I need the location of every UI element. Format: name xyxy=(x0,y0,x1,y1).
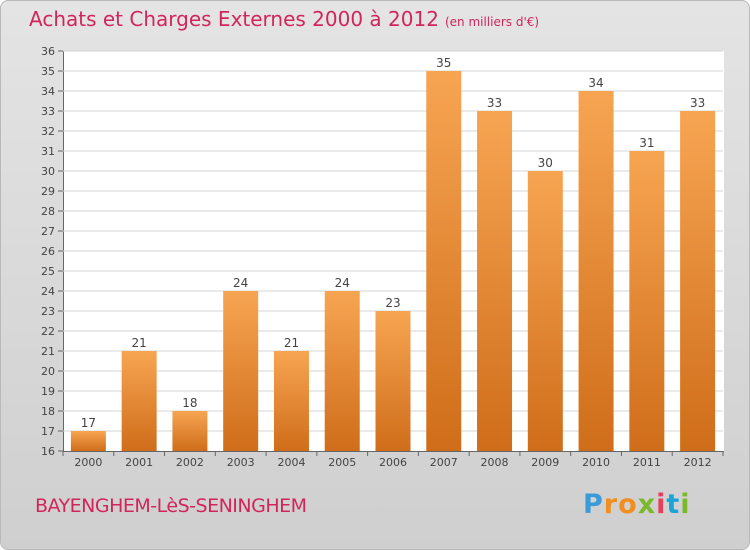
chart-title-text: Achats et Charges Externes 2000 à 2012 xyxy=(29,7,439,31)
bar-2007[interactable] xyxy=(426,71,462,451)
x-tick-label: 2011 xyxy=(633,456,661,469)
x-tick-label: 2002 xyxy=(176,456,204,469)
y-tick-label: 36 xyxy=(41,45,55,58)
x-tick-label: 2006 xyxy=(379,456,407,469)
y-tick-label: 30 xyxy=(41,165,55,178)
bar-2003[interactable] xyxy=(223,291,259,451)
bar-value-label: 21 xyxy=(132,336,147,350)
y-tick-label: 24 xyxy=(41,285,55,298)
logo-letter: t xyxy=(666,489,681,520)
bar-2005[interactable] xyxy=(324,291,360,451)
y-tick-label: 18 xyxy=(41,405,55,418)
bar-value-label: 30 xyxy=(538,156,553,170)
x-tick-label: 2003 xyxy=(227,456,255,469)
bar-value-label: 33 xyxy=(487,96,502,110)
bar-value-label: 33 xyxy=(690,96,705,110)
x-tick-label: 2007 xyxy=(430,456,458,469)
bar-2011[interactable] xyxy=(629,151,665,451)
proxiti-logo[interactable]: Proxiti xyxy=(583,489,691,520)
logo-letter: i xyxy=(680,489,691,520)
y-tick-label: 33 xyxy=(41,105,55,118)
x-tick-label: 2001 xyxy=(125,456,153,469)
logo-letter: P xyxy=(583,489,604,520)
logo-letter: o xyxy=(618,489,638,520)
bar-value-label: 24 xyxy=(335,276,350,290)
bar-chart: 16 17 18 19 20 21 22 23 24 25 26 27 28 29 30 31 32 33 34 35… xyxy=(41,45,724,469)
y-tick-label: 27 xyxy=(41,225,55,238)
y-tick-label: 34 xyxy=(41,85,55,98)
y-tick-label: 17 xyxy=(41,425,55,438)
y-tick-label: 20 xyxy=(41,365,55,378)
y-tick-label: 21 xyxy=(41,345,55,358)
bar-value-label: 24 xyxy=(233,276,248,290)
chart-unit: (en milliers d'€) xyxy=(444,15,540,29)
bar-2002[interactable] xyxy=(172,411,208,451)
bar-2001[interactable] xyxy=(121,351,157,451)
bar-2008[interactable] xyxy=(477,111,513,451)
bar-2004[interactable] xyxy=(273,351,309,451)
y-tick-label: 22 xyxy=(41,325,55,338)
y-tick-label: 35 xyxy=(41,65,55,78)
bar-2009[interactable] xyxy=(527,171,563,451)
y-tick-label: 32 xyxy=(41,125,55,138)
logo-letter: x xyxy=(637,489,657,520)
y-tick-label: 28 xyxy=(41,205,55,218)
y-tick-label: 29 xyxy=(41,185,55,198)
y-tick-label: 19 xyxy=(41,385,55,398)
bar-value-label: 35 xyxy=(436,56,451,70)
x-tick-label: 2004 xyxy=(277,456,305,469)
bar-value-label: 31 xyxy=(639,136,654,150)
x-tick-label: 2008 xyxy=(481,456,509,469)
city-name: BAYENGHEM-LèS-SENINGHEM xyxy=(35,495,307,517)
y-tick-label: 26 xyxy=(41,245,55,258)
x-tick-label: 2005 xyxy=(328,456,356,469)
bar-value-label: 23 xyxy=(385,296,400,310)
bar-value-label: 34 xyxy=(588,76,603,90)
bar-2006[interactable] xyxy=(375,311,411,451)
y-tick-label: 31 xyxy=(41,145,55,158)
y-tick-label: 23 xyxy=(41,305,55,318)
logo-letter: i xyxy=(656,489,667,520)
bar-2000[interactable] xyxy=(70,431,106,451)
y-tick-label: 25 xyxy=(41,265,55,278)
bar-value-label: 21 xyxy=(284,336,299,350)
bar-value-label: 18 xyxy=(182,396,197,410)
x-tick-label: 2009 xyxy=(531,456,559,469)
chart-title: Achats et Charges Externes 2000 à 2012 (e… xyxy=(29,7,539,31)
plot-area: 16 17 18 19 20 21 22 23 24 25 26 27 28 29 30 31 32 33 34 35… xyxy=(41,45,724,469)
bar-value-label: 17 xyxy=(81,416,96,430)
bar-2010[interactable] xyxy=(578,91,614,451)
x-tick-label: 2010 xyxy=(582,456,610,469)
bar-2012[interactable] xyxy=(680,111,716,451)
x-tick-label: 2000 xyxy=(74,456,102,469)
logo-letter: r xyxy=(603,489,619,520)
y-tick-label: 16 xyxy=(41,445,55,458)
x-tick-label: 2012 xyxy=(684,456,712,469)
